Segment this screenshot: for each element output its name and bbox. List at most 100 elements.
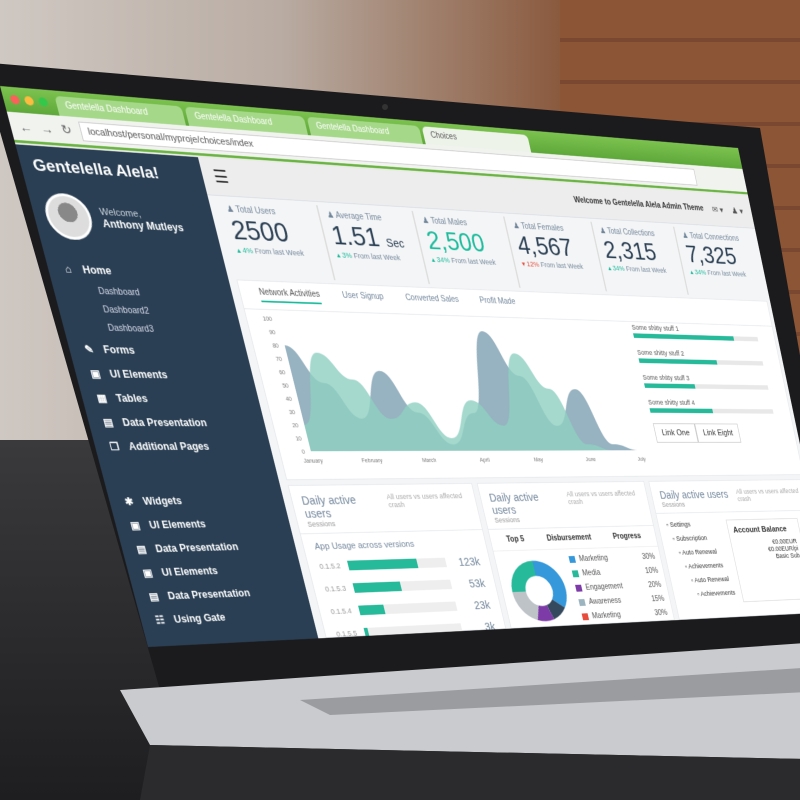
tile-value: 2,500 bbox=[423, 225, 488, 258]
progress-label: Some shitty stuff 4 bbox=[647, 398, 696, 407]
sidebar-item-label: Forms bbox=[101, 343, 137, 357]
column-header: Progress bbox=[612, 532, 642, 542]
profile: Welcome, Anthony Mutleys bbox=[26, 186, 221, 252]
settings-item[interactable]: ▫ Achievements bbox=[696, 588, 736, 598]
x-tick: March bbox=[422, 458, 438, 464]
donut-slice bbox=[512, 591, 542, 621]
sidebar-item[interactable]: ❐ Additional Pages bbox=[92, 434, 273, 458]
chart-tab[interactable]: User Signup bbox=[341, 291, 385, 302]
chart-tab[interactable]: Converted Sales bbox=[404, 293, 460, 305]
usage-value: 123k bbox=[456, 555, 482, 569]
legend-item: Marketing 30% bbox=[581, 609, 668, 621]
y-tick: 40 bbox=[285, 396, 293, 402]
area-series-2 bbox=[285, 347, 640, 452]
progress-item: Some shitty stuff 4 bbox=[647, 398, 774, 414]
y-tick: 60 bbox=[279, 370, 287, 376]
progress-label: Some shitty stuff 2 bbox=[636, 348, 685, 358]
sidebar-item[interactable]: ✱ Widgets bbox=[107, 488, 287, 514]
sidebar-item-label: UI Elements bbox=[108, 367, 169, 381]
settings-panel: Daily active users Sessions All users vs u… bbox=[648, 479, 800, 620]
menu-toggle-icon[interactable]: ☰ bbox=[211, 167, 231, 188]
clone-icon: ❐ bbox=[108, 440, 121, 453]
panel-subtitle: Sessions bbox=[493, 515, 521, 525]
x-tick: January bbox=[303, 458, 324, 464]
chart-icon: ▤ bbox=[135, 543, 148, 556]
account-title: Account Balance bbox=[732, 524, 788, 535]
link-button[interactable]: Link Eight bbox=[694, 423, 742, 443]
reload-icon[interactable]: ↻ bbox=[59, 121, 74, 137]
desktop-icon: ▣ bbox=[89, 367, 102, 380]
tile-value: 4,567 bbox=[514, 230, 576, 262]
sidebar-item-label: Data Presentation bbox=[121, 416, 209, 429]
forward-icon[interactable]: → bbox=[38, 120, 55, 137]
y-tick: 30 bbox=[288, 410, 296, 416]
settings-item[interactable]: ▫ Subscription bbox=[671, 534, 708, 543]
reflection bbox=[140, 745, 800, 800]
settings-item[interactable]: ▫ Settings bbox=[665, 520, 692, 529]
usage-value: 53k bbox=[467, 576, 487, 590]
sidebar-item-label: Tables bbox=[114, 392, 149, 405]
y-tick: 70 bbox=[275, 356, 283, 362]
stat-tile: ♟ Total Connections 7,325 ▴ 34% From las… bbox=[673, 226, 767, 298]
panel-note: All users vs users affected crash bbox=[735, 487, 800, 503]
welcome-text: Welcome to Gentelella Alela Admin Theme bbox=[573, 195, 705, 213]
settings-item[interactable]: ▫ Auto Renewal bbox=[677, 547, 718, 557]
chart-icon: ▤ bbox=[147, 590, 161, 603]
version-label: 0.1.5.2 bbox=[318, 561, 342, 571]
version-label: 0.1.5.4 bbox=[329, 606, 353, 616]
link-button[interactable]: Link One bbox=[652, 423, 699, 443]
y-tick: 10 bbox=[295, 436, 303, 442]
y-tick: 100 bbox=[262, 316, 273, 323]
progress-label: Some shitty stuff 3 bbox=[641, 373, 691, 382]
sidebar-item-label: UI Elements bbox=[147, 518, 207, 532]
sidebar-item[interactable]: ▤ Data Presentation bbox=[86, 410, 268, 435]
tile-value: 2,315 bbox=[600, 235, 659, 266]
tile-value: 1.51 Sec bbox=[328, 219, 406, 253]
y-tick: 20 bbox=[292, 423, 300, 429]
progress-item: Some shitty stuff 1 bbox=[631, 323, 759, 342]
chart-tab[interactable]: Network Activities bbox=[258, 287, 323, 305]
panel-title: Daily active users bbox=[487, 490, 540, 517]
x-tick: May bbox=[533, 457, 544, 463]
user-icon[interactable]: ♟ ▾ bbox=[730, 206, 744, 217]
settings-item[interactable]: ▫ Auto Renewal bbox=[690, 575, 730, 584]
desktop-icon: ▣ bbox=[141, 566, 154, 580]
table-icon: ▦ bbox=[95, 391, 109, 405]
x-tick: June bbox=[585, 457, 597, 463]
sidebar-item[interactable]: ▦ Tables bbox=[79, 386, 261, 412]
sidebar-item-label: Data Presentation bbox=[154, 540, 240, 555]
version-label: 0.1.5.3 bbox=[324, 584, 347, 594]
avatar[interactable] bbox=[40, 192, 98, 241]
panel-title: Daily active users bbox=[658, 488, 730, 501]
panel-note: All users vs users affected crash bbox=[565, 489, 636, 506]
sidebar-item[interactable]: ▣ UI Elements bbox=[73, 361, 256, 388]
usage-bar bbox=[352, 579, 453, 593]
app-usage-heading: App Usage across versions bbox=[313, 539, 416, 552]
legend-item: Engagement 20% bbox=[575, 581, 662, 593]
panel-subtitle: Sessions bbox=[661, 500, 686, 509]
y-tick: 90 bbox=[269, 330, 277, 337]
panel-note: All users vs users affected crash bbox=[385, 491, 463, 509]
tile-value: 7,325 bbox=[683, 240, 739, 270]
dashboard-screen: Gentelella Dashboard Gentelella Dashboard… bbox=[0, 86, 800, 648]
usage-bar bbox=[357, 601, 458, 616]
minimize-button[interactable] bbox=[23, 95, 35, 106]
sidebar-item[interactable]: ✎ Forms bbox=[66, 337, 250, 365]
app-usage-panel: Daily active users Sessions All users vs u… bbox=[287, 483, 507, 638]
chart-tab[interactable]: Profit Made bbox=[478, 296, 517, 307]
top5-panel: Daily active users Sessions All users vs u… bbox=[476, 481, 675, 629]
sidebar-item-label: Using Gate bbox=[172, 611, 227, 626]
panel-subtitle: Sessions bbox=[306, 519, 337, 529]
mail-icon[interactable]: ✉ ▾ bbox=[711, 205, 725, 215]
progress-bar bbox=[649, 408, 774, 414]
close-button[interactable] bbox=[9, 94, 21, 105]
sitemap-icon: ☷ bbox=[154, 614, 167, 627]
usage-value: 23k bbox=[472, 598, 492, 612]
legend-item: Awareness 15% bbox=[578, 595, 665, 607]
usage-row: 0.1.5.4 23k bbox=[329, 598, 492, 618]
account-balance: Account Balance €0.00EUR €0.00EUR/pi Basic … bbox=[725, 518, 800, 603]
settings-item[interactable]: ▫ Achievements bbox=[684, 561, 724, 571]
y-tick: 80 bbox=[272, 343, 280, 349]
y-tick: 0 bbox=[301, 449, 306, 455]
back-icon[interactable]: ← bbox=[17, 119, 34, 135]
